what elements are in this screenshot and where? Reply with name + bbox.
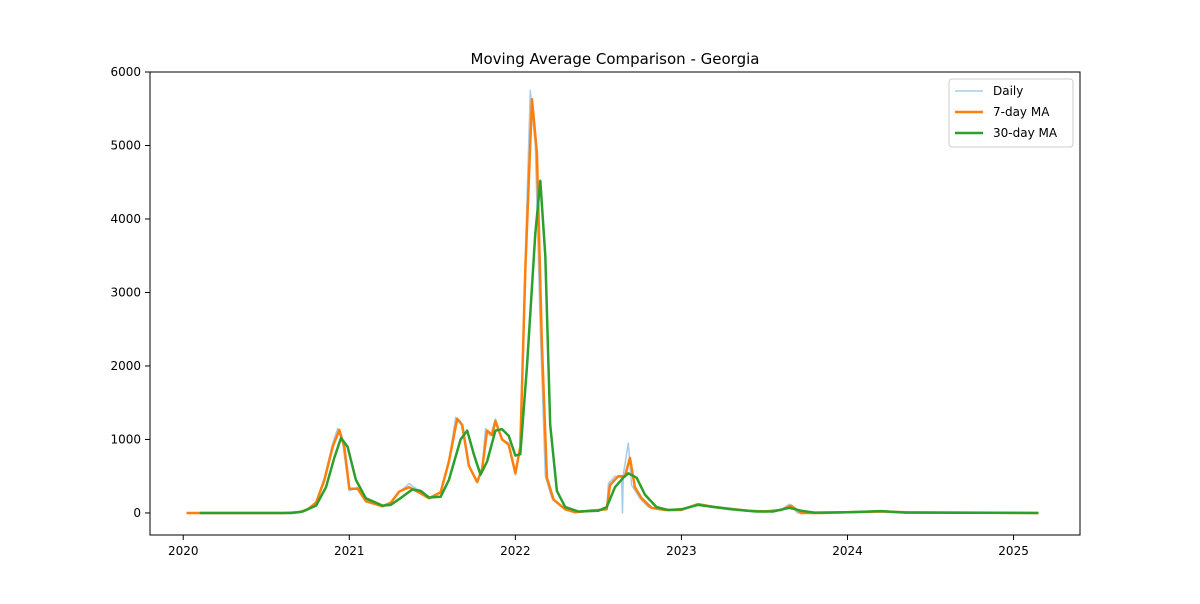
legend: Daily 7-day MA 30-day MA <box>948 78 1074 148</box>
y-tick-label: 5000 <box>110 138 141 152</box>
plot-frame <box>149 71 1081 536</box>
y-axis: 0 1000 2000 3000 4000 5000 6000 <box>110 65 150 520</box>
y-tick-label: 0 <box>133 506 141 520</box>
x-tick-label: 2022 <box>500 544 531 558</box>
x-tick-label: 2023 <box>666 544 697 558</box>
chart-title: Moving Average Comparison - Georgia <box>471 50 760 68</box>
x-tick-label: 2020 <box>168 544 199 558</box>
legend-label: Daily <box>993 84 1023 98</box>
x-tick-label: 2025 <box>998 544 1029 558</box>
legend-label: 7-day MA <box>993 105 1050 119</box>
y-tick-label: 6000 <box>110 65 141 79</box>
y-tick-label: 2000 <box>110 359 141 373</box>
y-tick-label: 3000 <box>110 285 141 299</box>
legend-box <box>948 78 1074 148</box>
series-line-2 <box>199 179 1039 515</box>
x-axis: 2020 2021 2022 2023 2024 2025 <box>168 535 1029 558</box>
y-tick-label: 4000 <box>110 212 141 226</box>
x-tick-label: 2024 <box>832 544 863 558</box>
x-tick-label: 2021 <box>334 544 365 558</box>
plot-area <box>186 89 1039 515</box>
y-tick-label: 1000 <box>110 432 141 446</box>
legend-label: 30-day MA <box>993 126 1058 140</box>
